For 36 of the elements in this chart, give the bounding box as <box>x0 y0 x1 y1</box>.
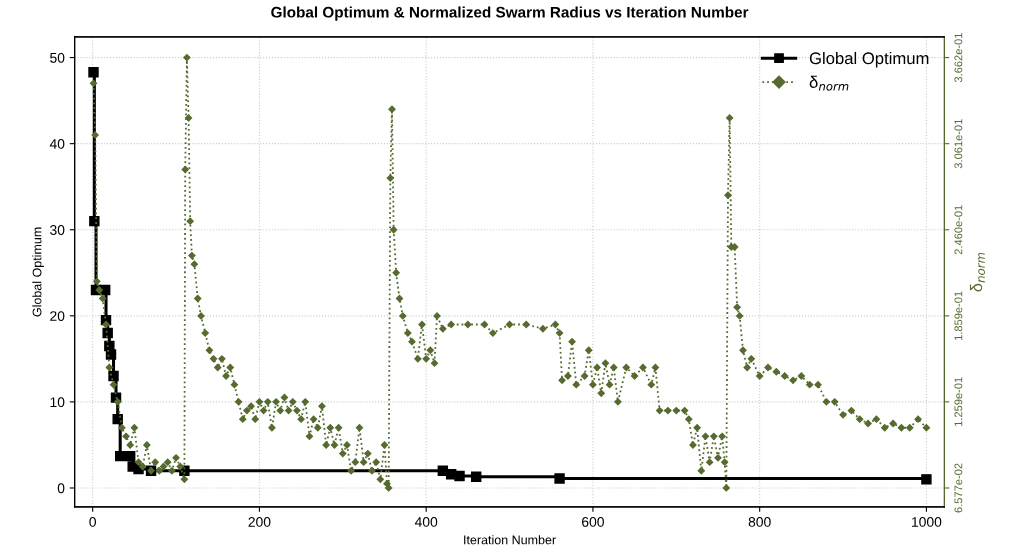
y-tick-label: 30 <box>50 225 65 235</box>
x-axis-title: Iteration Number <box>464 535 556 545</box>
y2-tick-label: 6.577e-02 <box>954 463 963 513</box>
y2-tick-label: 1.859e-01 <box>954 291 963 341</box>
point <box>105 349 117 360</box>
y-tick-label: 10 <box>50 397 65 408</box>
y2-tick-label: 3.662e-01 <box>954 33 963 83</box>
point <box>454 470 465 482</box>
point <box>470 471 482 483</box>
point <box>921 474 932 485</box>
x-tick-label: 0 <box>89 517 96 527</box>
legend-label: Global Optimum <box>809 51 929 68</box>
legend-label: δ$_{norm}$ <box>809 75 849 91</box>
x-tick-label: 600 <box>582 517 604 527</box>
point <box>114 450 126 462</box>
y-tick-label: 40 <box>49 138 65 149</box>
y-tick-label: 50 <box>50 52 65 63</box>
x-tick-label: 200 <box>248 517 271 527</box>
y-tick-label: 20 <box>50 311 65 321</box>
x-tick-label: 400 <box>414 517 438 527</box>
point <box>88 67 99 78</box>
y-axis-title: Global Optimum <box>32 227 44 317</box>
chart-title: Global Optimum & Normalized Swarm Radius vs Iteration Number <box>271 6 749 21</box>
x-tick-label: 800 <box>748 517 771 527</box>
point <box>554 473 565 484</box>
point <box>102 327 113 339</box>
point <box>108 370 119 382</box>
point <box>89 215 100 227</box>
y2-tick-label: 2.460e-01 <box>954 205 963 255</box>
y2-tick-label: 3.061e-01 <box>954 119 963 169</box>
point <box>112 413 123 425</box>
x-tick-label: 1000 <box>912 517 942 527</box>
point <box>124 450 136 462</box>
y2-tick-label: 1.259e-01 <box>954 377 963 427</box>
y-tick-label: 0 <box>57 483 65 494</box>
y2-axis-title: δ$_{norm}$ <box>969 252 985 292</box>
